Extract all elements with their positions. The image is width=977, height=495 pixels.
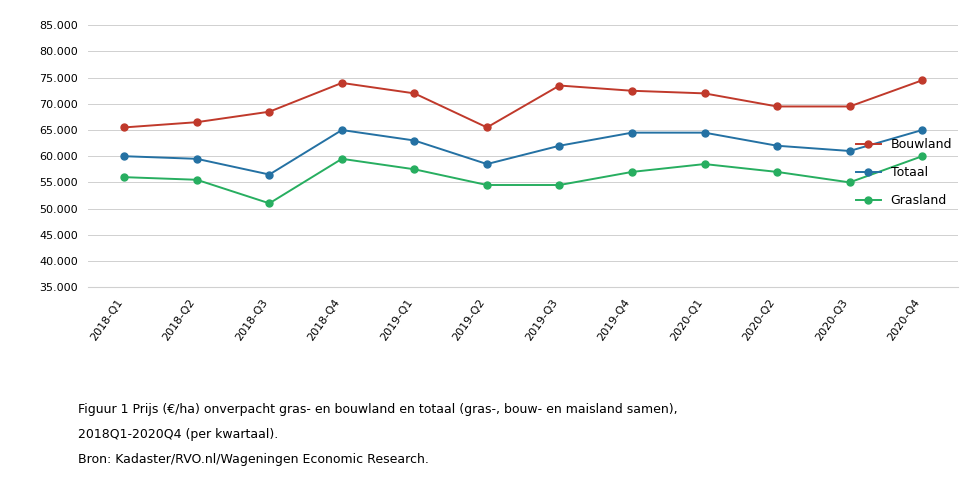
Text: Figuur 1 Prijs (€/ha) onverpacht gras- en bouwland en totaal (gras-, bouw- en ma: Figuur 1 Prijs (€/ha) onverpacht gras- e… [78, 403, 677, 416]
Grasland [408, 166, 420, 172]
Grasland [263, 200, 275, 206]
Grasland [843, 179, 855, 185]
Text: Bron: Kadaster/RVO.nl/Wageningen Economic Research.: Bron: Kadaster/RVO.nl/Wageningen Economi… [78, 453, 429, 466]
Legend: Bouwland, Totaal, Grasland: Bouwland, Totaal, Grasland [855, 138, 952, 207]
Text: 2018Q1-2020Q4 (per kwartaal).: 2018Q1-2020Q4 (per kwartaal). [78, 428, 278, 441]
Grasland [625, 169, 637, 175]
Grasland [191, 177, 202, 183]
Bouwland [843, 103, 855, 109]
Grasland [118, 174, 130, 180]
Totaal [263, 172, 275, 178]
Totaal [553, 143, 565, 148]
Totaal [191, 156, 202, 162]
Totaal [118, 153, 130, 159]
Bouwland [625, 88, 637, 94]
Totaal [771, 143, 783, 148]
Totaal [481, 161, 492, 167]
Grasland [771, 169, 783, 175]
Totaal [915, 127, 927, 133]
Bouwland [481, 124, 492, 130]
Grasland [336, 156, 348, 162]
Totaal [625, 130, 637, 136]
Bouwland [915, 77, 927, 83]
Bouwland [263, 109, 275, 115]
Bouwland [698, 91, 709, 97]
Grasland [698, 161, 709, 167]
Totaal [843, 148, 855, 154]
Bouwland [408, 91, 420, 97]
Bouwland [336, 80, 348, 86]
Totaal [408, 138, 420, 144]
Totaal [698, 130, 709, 136]
Line: Totaal: Totaal [121, 127, 924, 178]
Bouwland [191, 119, 202, 125]
Bouwland [118, 124, 130, 130]
Grasland [915, 153, 927, 159]
Bouwland [771, 103, 783, 109]
Line: Bouwland: Bouwland [121, 77, 924, 131]
Grasland [481, 182, 492, 188]
Totaal [336, 127, 348, 133]
Grasland [553, 182, 565, 188]
Line: Grasland: Grasland [121, 153, 924, 207]
Bouwland [553, 83, 565, 89]
